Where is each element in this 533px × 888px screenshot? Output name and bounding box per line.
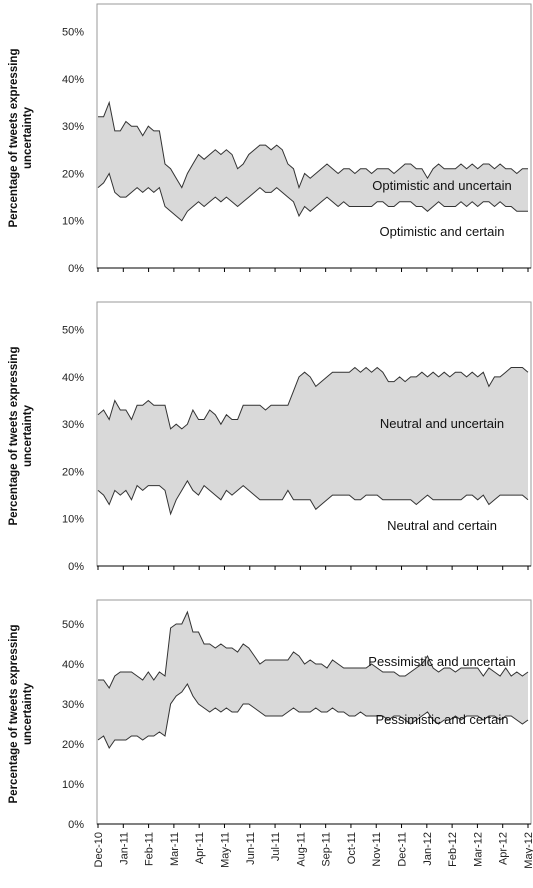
y-tick-label: 50% bbox=[62, 27, 84, 39]
y-tick-label: 50% bbox=[62, 619, 84, 631]
series-line-certain bbox=[97, 172, 528, 222]
x-tick-label: Jan-12 bbox=[422, 832, 434, 866]
annotation-certain: Neutral and certain bbox=[387, 518, 497, 533]
x-tick-label: May-12 bbox=[523, 832, 533, 869]
series-line-uncertain bbox=[98, 610, 529, 689]
y-axis-label-line: uncertainty bbox=[22, 682, 34, 745]
x-tick-label: Nov-11 bbox=[371, 832, 383, 867]
x-tick-label: Sep-11 bbox=[321, 832, 333, 867]
y-tick-label: 10% bbox=[62, 216, 84, 228]
annotation-certain: Optimistic and certain bbox=[380, 224, 505, 239]
y-tick-label: 20% bbox=[62, 466, 84, 478]
y-tick-label: 40% bbox=[62, 372, 84, 384]
annotation-uncertain: Optimistic and uncertain bbox=[372, 178, 511, 193]
x-tick-label: Apr-12 bbox=[498, 832, 510, 865]
y-axis-label-line: uncertainty bbox=[22, 404, 34, 467]
series-line-uncertain bbox=[97, 366, 529, 430]
y-axis-label: Percentage of tweets expressing uncertain… bbox=[8, 347, 34, 526]
uncertainty-band bbox=[98, 367, 528, 514]
y-axis-label: Percentage of tweets expressing uncertain… bbox=[8, 49, 34, 228]
y-tick-label: 0% bbox=[68, 263, 84, 275]
uncertainty-band bbox=[98, 612, 528, 748]
y-axis-label-line: Percentage of tweets expressing bbox=[8, 625, 20, 804]
x-tick-label: Feb-12 bbox=[447, 832, 459, 867]
y-tick-label: 30% bbox=[62, 699, 84, 711]
x-tick-label: Aug-11 bbox=[295, 832, 307, 867]
x-tick-label: Apr-11 bbox=[194, 832, 206, 864]
x-tick-label: May-11 bbox=[219, 832, 231, 868]
annotation-uncertain: Neutral and uncertain bbox=[380, 416, 504, 431]
y-tick-label: 30% bbox=[62, 121, 84, 133]
y-tick-label: 40% bbox=[62, 74, 84, 86]
chart-panel-1: 0% 10% 20% 30% 40% 50% Percentage of tweets ex… bbox=[8, 3, 532, 275]
y-tick-label: 20% bbox=[62, 739, 84, 751]
y-tick-label: 50% bbox=[62, 325, 84, 337]
series-line-certain bbox=[97, 682, 529, 749]
series-line-uncertain bbox=[98, 100, 528, 190]
y-axis-label-line: Percentage of tweets expressing bbox=[8, 49, 20, 228]
annotation-certain: Pessimistic and certain bbox=[376, 712, 509, 727]
y-axis-label-line: Percentage of tweets expressing bbox=[8, 347, 20, 526]
uncertainty-band bbox=[98, 102, 528, 221]
y-axis-label: Percentage of tweets expressing uncertain… bbox=[8, 625, 34, 804]
y-tick-label: 30% bbox=[62, 419, 84, 431]
y-tick-label: 0% bbox=[68, 819, 84, 831]
y-axis-label-line: uncertainty bbox=[22, 106, 34, 169]
y-tick-label: 10% bbox=[62, 514, 84, 526]
annotation-uncertain: Pessimistic and uncertain bbox=[368, 654, 515, 669]
y-tick-label: 10% bbox=[62, 779, 84, 791]
x-tick-label: Jul-11 bbox=[270, 832, 282, 861]
y-tick-label: 0% bbox=[68, 561, 84, 573]
x-tick-label: Dec-11 bbox=[397, 832, 409, 867]
x-tick-label: Feb-11 bbox=[144, 832, 156, 866]
x-tick-label: Dec-10 bbox=[93, 832, 105, 867]
x-tick-label: Oct-11 bbox=[346, 832, 358, 864]
x-tick-label: Jun-11 bbox=[245, 832, 257, 865]
y-tick-label: 20% bbox=[62, 168, 84, 180]
x-tick-label: Jan-11 bbox=[118, 832, 130, 865]
x-tick-label: Mar-11 bbox=[169, 832, 181, 866]
chart-panel-2: 0% 10% 20% 30% 40% 50% Percentage of tweets ex… bbox=[8, 301, 532, 573]
x-tick-label: Mar-12 bbox=[472, 832, 484, 867]
series-line-certain bbox=[97, 479, 529, 516]
y-tick-label: 40% bbox=[62, 659, 84, 671]
chart-panel-3: 0% 10% 20% 30% 40% 50% Percentage of tweets ex… bbox=[8, 599, 533, 869]
